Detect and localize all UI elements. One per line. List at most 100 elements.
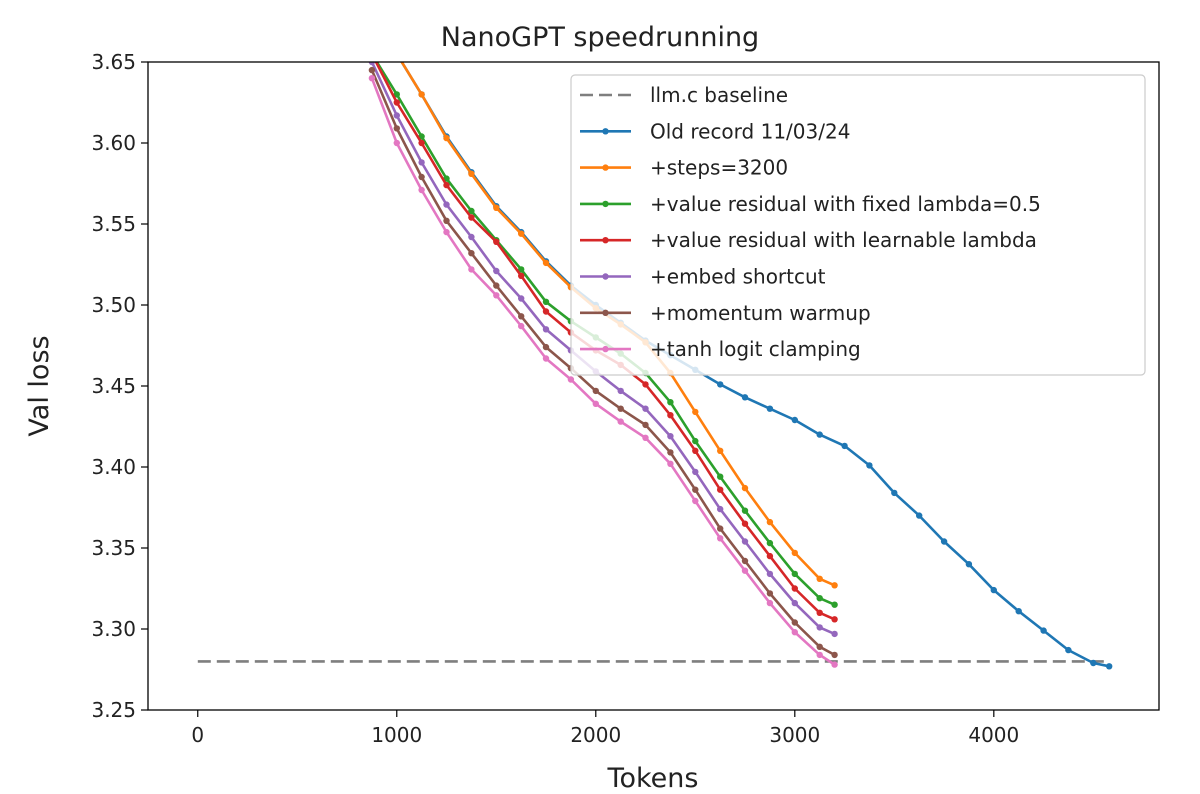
data-point <box>518 313 525 320</box>
data-point <box>393 99 400 106</box>
legend-label: +steps=3200 <box>650 156 788 180</box>
data-point <box>468 170 475 177</box>
y-tick-label: 3.30 <box>91 617 136 641</box>
data-point <box>990 586 997 594</box>
data-point <box>468 214 475 221</box>
data-point <box>766 405 774 412</box>
y-tick-label: 3.45 <box>91 374 136 398</box>
data-point <box>393 112 400 119</box>
series-line <box>370 62 836 636</box>
data-point <box>468 250 475 257</box>
data-point <box>493 282 500 289</box>
data-point <box>567 376 575 383</box>
legend-marker <box>602 345 609 353</box>
data-point <box>791 619 798 626</box>
data-point <box>493 204 500 211</box>
x-axis-label: Tokens <box>607 763 699 790</box>
legend-label: +value residual with fixed lambda=0.5 <box>650 192 1041 216</box>
x-tick-label: 4000 <box>968 723 1019 747</box>
data-point <box>831 651 838 659</box>
data-point <box>831 616 838 623</box>
data-point <box>791 629 798 636</box>
data-point <box>493 292 500 299</box>
chart-title: NanoGPT speedrunning <box>441 22 759 53</box>
data-point <box>1106 663 1113 670</box>
data-point <box>940 538 948 545</box>
x-tick-label: 3000 <box>769 723 820 747</box>
data-point <box>443 217 450 224</box>
y-tick-label: 3.50 <box>91 293 136 317</box>
data-point <box>617 387 624 395</box>
data-point <box>965 561 973 568</box>
data-point <box>518 295 525 302</box>
data-point <box>791 549 798 557</box>
data-point <box>766 599 774 607</box>
data-point <box>667 460 674 467</box>
data-point <box>1040 627 1047 634</box>
data-point <box>542 259 550 267</box>
data-point <box>443 201 450 208</box>
data-point <box>692 486 699 493</box>
data-point <box>667 449 674 456</box>
y-tick-label: 3.65 <box>91 50 136 74</box>
data-point <box>617 418 624 425</box>
data-point <box>816 624 823 631</box>
data-point <box>831 661 838 668</box>
data-point <box>717 486 724 493</box>
data-point <box>418 186 425 194</box>
data-point <box>891 489 898 497</box>
legend-label: +value residual with learnable lambda <box>650 228 1037 252</box>
legend-marker <box>602 237 609 244</box>
y-tick-label: 3.60 <box>91 131 136 155</box>
legend-box <box>570 74 1146 376</box>
x-tick-label: 0 <box>191 723 204 747</box>
data-point <box>766 539 774 547</box>
y-axis-label: Val loss <box>24 335 55 436</box>
data-point <box>791 416 798 424</box>
data-point <box>766 518 774 526</box>
data-point <box>717 381 724 388</box>
data-point <box>791 585 798 592</box>
data-point <box>1015 608 1022 615</box>
y-tick-label: 3.25 <box>91 698 136 722</box>
data-point <box>741 507 749 514</box>
data-point <box>816 595 823 602</box>
data-point <box>468 207 475 215</box>
data-point <box>717 525 724 532</box>
data-point <box>368 75 376 82</box>
data-point <box>642 381 649 388</box>
data-point <box>667 399 674 406</box>
data-point <box>667 412 674 419</box>
data-point <box>642 405 649 412</box>
data-point <box>717 505 724 513</box>
data-point <box>518 230 525 237</box>
data-point <box>518 322 525 330</box>
data-point <box>542 326 550 333</box>
y-axis: 3.25 3.30 3.35 3.40 3.45 3.50 3.55 3.60 3.65 <box>91 50 148 722</box>
data-point <box>692 447 699 454</box>
data-point <box>816 609 823 616</box>
data-point <box>418 91 425 98</box>
legend-label: Old record 11/03/24 <box>650 119 850 143</box>
data-point <box>418 139 425 147</box>
data-point <box>791 570 798 578</box>
legend-marker <box>602 309 609 316</box>
data-point <box>741 557 749 565</box>
data-point <box>916 512 923 519</box>
data-point <box>393 139 400 147</box>
data-point <box>866 462 873 469</box>
data-point <box>592 387 599 395</box>
data-point <box>617 405 624 412</box>
y-tick-label: 3.35 <box>91 536 136 560</box>
data-point <box>368 62 376 66</box>
data-point <box>831 601 838 608</box>
data-point <box>741 394 749 401</box>
data-point <box>418 159 425 166</box>
data-point <box>542 355 550 362</box>
data-point <box>592 400 599 407</box>
legend-marker <box>602 273 609 280</box>
data-point <box>443 228 450 236</box>
legend-label: +embed shortcut <box>650 265 826 289</box>
x-tick-label: 2000 <box>570 723 621 747</box>
